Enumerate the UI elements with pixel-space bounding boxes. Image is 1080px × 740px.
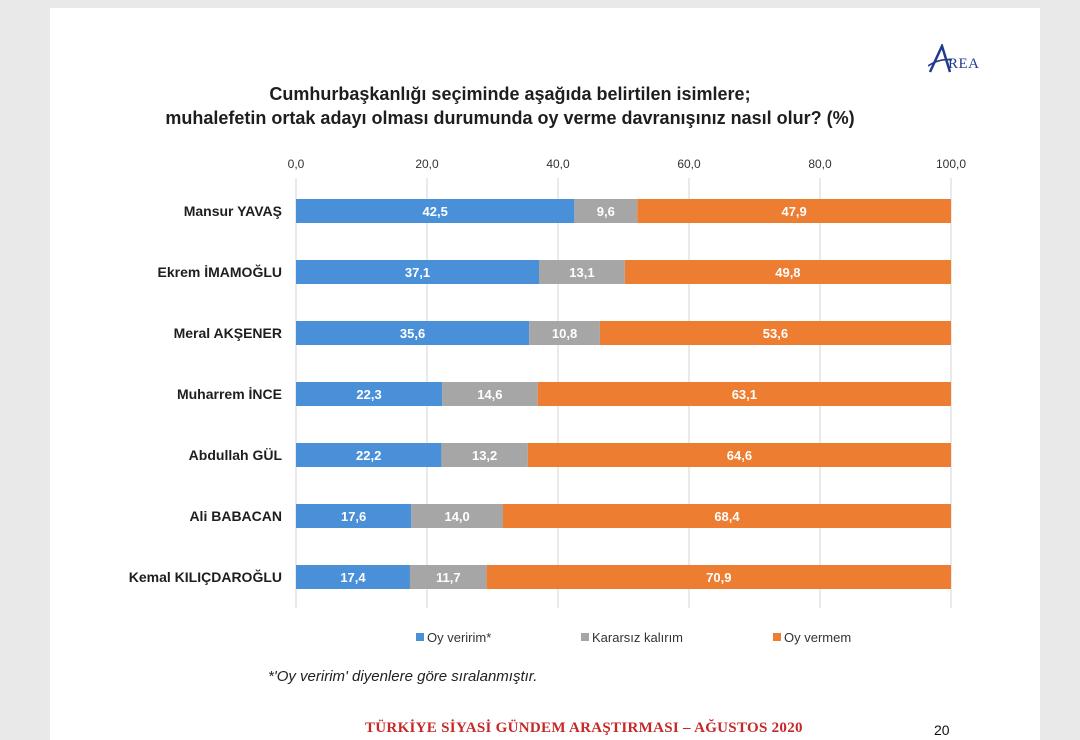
legend-label: Oy veririm* <box>427 630 491 645</box>
bar-segment <box>411 504 503 528</box>
x-tick-label: 0,0 <box>288 157 305 171</box>
category-label: Ekrem İMAMOĞLU <box>158 263 282 280</box>
data-label: 68,4 <box>714 509 740 524</box>
bar-segment <box>296 443 442 467</box>
legend-label: Oy vermem <box>784 630 851 645</box>
bar-segment <box>441 443 528 467</box>
data-label: 53,6 <box>763 326 788 341</box>
data-label: 63,1 <box>732 387 757 402</box>
category-label: Muharrem İNCE <box>177 386 282 402</box>
legend-swatch <box>773 633 781 641</box>
data-label: 14,0 <box>444 509 469 524</box>
data-label: 14,6 <box>477 387 502 402</box>
bar-segment <box>296 382 443 406</box>
legend-swatch <box>416 633 424 641</box>
bar-segment <box>296 321 530 345</box>
bar-segment <box>537 382 951 406</box>
bar-segment <box>486 565 951 589</box>
category-label: Kemal KILIÇDAROĞLU <box>129 568 282 585</box>
bar-segment <box>624 260 951 284</box>
data-label: 70,9 <box>706 570 731 585</box>
bar-segment <box>539 260 625 284</box>
category-label: Mansur YAVAŞ <box>184 203 282 219</box>
category-label: Ali BABACAN <box>189 508 282 524</box>
data-label: 13,1 <box>569 265 594 280</box>
x-tick-label: 100,0 <box>936 157 966 171</box>
bar-segment <box>637 199 951 223</box>
data-label: 9,6 <box>597 204 615 219</box>
data-label: 64,6 <box>727 448 752 463</box>
bar-segment <box>296 565 410 589</box>
stacked-bar-chart: 0,0 20,0 40,0 60,0 80,0 100,0 Mansur YAVAŞ 42,5… <box>129 157 967 645</box>
data-label: 17,4 <box>340 570 366 585</box>
x-tick-label: 20,0 <box>415 157 439 171</box>
data-label: 49,8 <box>775 265 800 280</box>
bar-segment <box>574 199 638 223</box>
bar-segment <box>502 504 951 528</box>
category-label: Abdullah GÜL <box>189 447 283 463</box>
bar-segment <box>442 382 538 406</box>
data-label: 37,1 <box>405 265 430 280</box>
bar-segment <box>529 321 600 345</box>
x-tick-label: 60,0 <box>677 157 701 171</box>
x-tick-label: 40,0 <box>546 157 570 171</box>
logo-a-icon <box>928 44 952 73</box>
report-slide <box>50 8 1040 740</box>
data-label: 47,9 <box>781 204 806 219</box>
logo-text: REA <box>948 56 980 72</box>
bar-segment <box>296 504 412 528</box>
data-label: 11,7 <box>436 570 461 585</box>
chart-title-line-2: muhalefetin ortak adayı olması durumunda… <box>165 108 855 128</box>
chart-title-line-1: Cumhurbaşkanlığı seçiminde aşağıda belir… <box>269 84 751 104</box>
category-label: Meral AKŞENER <box>174 325 282 341</box>
bar-segment <box>296 260 540 284</box>
area-logo: REA <box>928 44 1008 74</box>
bar-segment <box>599 321 951 345</box>
data-label: 10,8 <box>552 326 577 341</box>
footer-title: TÜRKİYE SİYASİ GÜNDEM ARAŞTIRMASI – AĞUS… <box>365 720 803 736</box>
data-label: 35,6 <box>400 326 425 341</box>
x-tick-label: 80,0 <box>808 157 832 171</box>
data-label: 22,2 <box>356 448 381 463</box>
bar-segment <box>409 565 487 589</box>
chart-title: Cumhurbaşkanlığı seçiminde aşağıda belir… <box>100 82 920 130</box>
page-number: 20 <box>934 722 950 738</box>
legend-swatch <box>581 633 589 641</box>
bar-segment <box>527 443 951 467</box>
footnote: *'Oy veririm' diyenlere göre sıralanmışt… <box>268 668 538 685</box>
data-label: 13,2 <box>472 448 497 463</box>
bar-segment <box>296 199 575 223</box>
data-label: 17,6 <box>341 509 366 524</box>
legend-label: Kararsız kalırım <box>592 630 683 645</box>
data-label: 22,3 <box>356 387 381 402</box>
data-label: 42,5 <box>423 204 448 219</box>
